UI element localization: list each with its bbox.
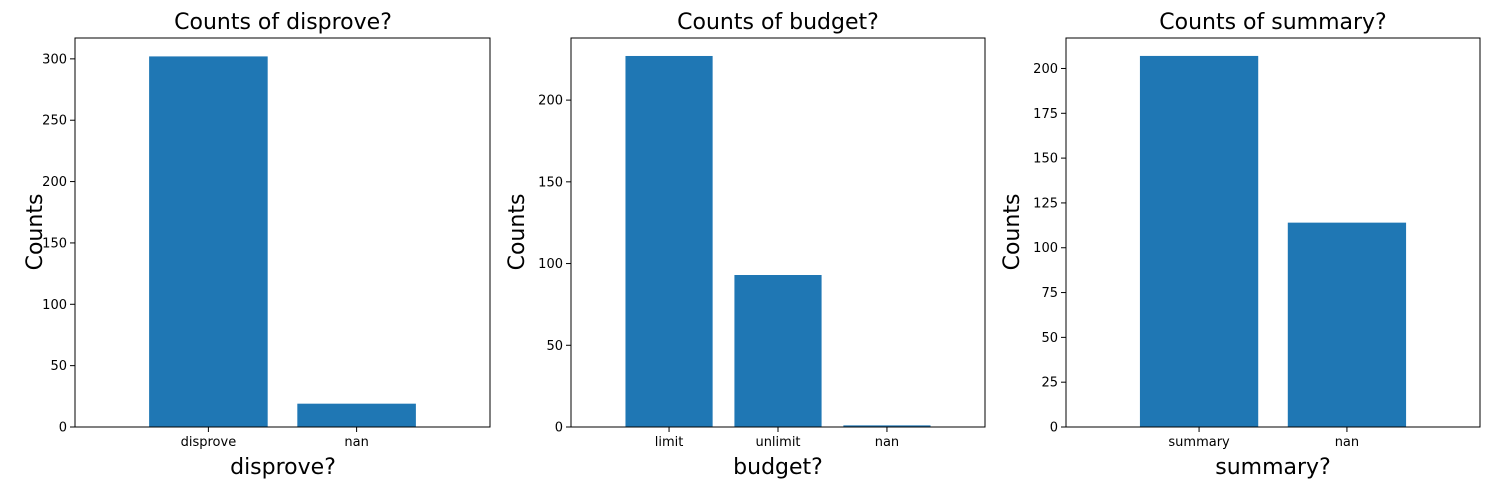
y-axis-label: Counts xyxy=(23,194,48,271)
y-tick-label: 75 xyxy=(1041,286,1058,301)
x-tick-label: limit xyxy=(655,435,684,450)
y-tick-label: 0 xyxy=(555,421,563,436)
chart-budget: Counts of budget? budget? Counts 0 50 100 1… xyxy=(505,10,986,480)
x-tick-label: disprove xyxy=(181,435,237,450)
y-tick-label: 100 xyxy=(1033,241,1058,256)
y-tick-label: 300 xyxy=(42,52,67,67)
x-axis-label: disprove? xyxy=(230,455,336,480)
y-axis-label: Counts xyxy=(1000,194,1025,271)
plot-frame xyxy=(74,37,491,428)
bar xyxy=(297,403,416,427)
y-tick-label: 200 xyxy=(538,94,563,109)
y-axis-label: Counts xyxy=(505,194,530,271)
bar xyxy=(843,425,931,427)
chart-title: Counts of disprove? xyxy=(174,10,392,35)
y-tick-label: 50 xyxy=(546,339,563,354)
y-tick-label: 100 xyxy=(42,298,67,313)
y-tick-label: 25 xyxy=(1041,376,1058,391)
x-tick-label: nan xyxy=(875,435,899,450)
x-tick-label: unlimit xyxy=(755,435,800,450)
x-tick-label: nan xyxy=(1335,435,1359,450)
y-tick-label: 200 xyxy=(1033,62,1058,77)
y-tick-label: 50 xyxy=(50,359,67,374)
y-tick-label: 250 xyxy=(42,114,67,129)
chart-summary: Counts of summary? summary? Counts 0 25 50… xyxy=(1000,10,1481,480)
plot-frame xyxy=(1065,37,1481,428)
bar xyxy=(625,55,713,427)
x-axis-label: summary? xyxy=(1215,455,1331,480)
y-tick-label: 50 xyxy=(1041,331,1058,346)
bar xyxy=(149,56,268,427)
y-tick-label: 0 xyxy=(1050,421,1058,436)
y-tick-label: 125 xyxy=(1033,196,1058,211)
y-tick-label: 175 xyxy=(1033,107,1058,122)
y-tick-label: 0 xyxy=(59,421,67,436)
chart-title: Counts of budget? xyxy=(677,10,879,35)
y-tick-label: 100 xyxy=(538,257,563,272)
x-tick-label: nan xyxy=(344,435,368,450)
x-tick-label: summary xyxy=(1168,435,1230,450)
chart-title: Counts of summary? xyxy=(1159,10,1386,35)
bar xyxy=(1139,55,1259,428)
x-axis-label: budget? xyxy=(733,455,823,480)
y-tick-label: 150 xyxy=(1033,152,1058,167)
y-tick-label: 150 xyxy=(538,175,563,190)
y-tick-label: 150 xyxy=(42,236,67,251)
bar xyxy=(1287,222,1407,427)
chart-disprove: Counts of disprove? disprove? Counts 0 50… xyxy=(23,10,491,480)
bar xyxy=(734,275,822,427)
y-tick-label: 200 xyxy=(42,175,67,190)
